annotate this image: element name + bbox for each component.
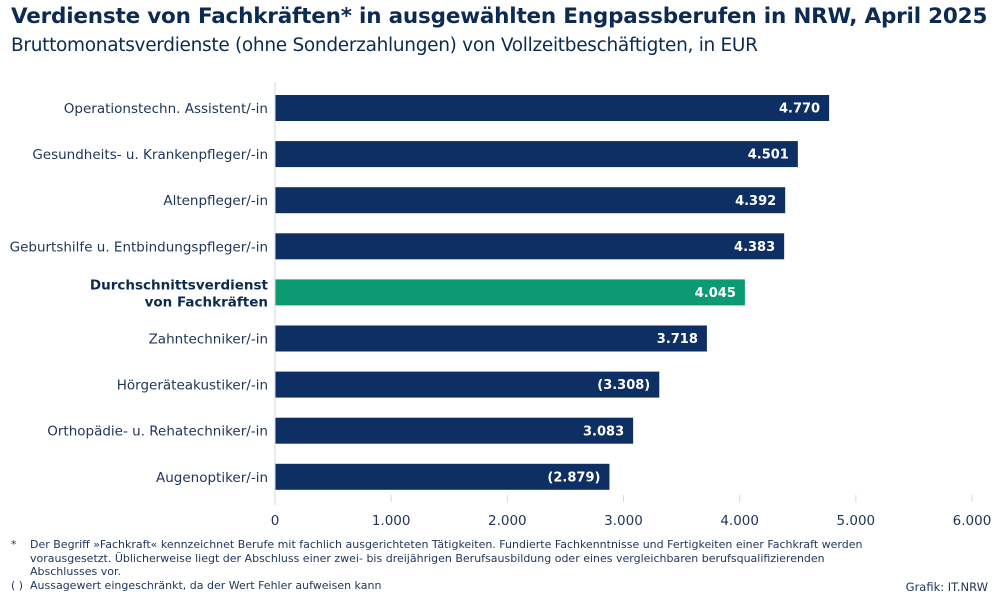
x-tick-label: 1.000 bbox=[372, 513, 411, 529]
bar-value-label: 4.770 bbox=[779, 102, 820, 117]
category-label: Durchschnittsverdienst bbox=[90, 277, 269, 293]
footnote-mark: * bbox=[11, 538, 17, 551]
x-tick-label: 3.000 bbox=[604, 513, 643, 529]
x-tick-label: 6.000 bbox=[953, 513, 992, 529]
bar-value-label: 4.383 bbox=[734, 240, 775, 255]
x-tick-label: 2.000 bbox=[488, 513, 527, 529]
footnotes: * Der Begriff »Fachkraft« kennzeichnet B… bbox=[11, 538, 996, 592]
x-tick-label: 4.000 bbox=[720, 513, 759, 529]
bar bbox=[275, 233, 785, 260]
category-label: Orthopädie- u. Rehatechniker/-in bbox=[47, 424, 268, 440]
footnote-definition: * Der Begriff »Fachkraft« kennzeichnet B… bbox=[11, 538, 996, 579]
bar-chart: 0 1.000 2.000 3.000 4.000 5.000 6.000 4.770 Oper… bbox=[10, 82, 992, 529]
category-label: Operationstechn. Assistent/-in bbox=[64, 101, 268, 117]
bar bbox=[275, 371, 660, 398]
category-label: Altenpfleger/-in bbox=[163, 193, 268, 209]
bar-value-label: (3.308) bbox=[597, 378, 650, 393]
bar-value-label: 4.045 bbox=[695, 286, 736, 301]
bar bbox=[275, 463, 610, 490]
bar-value-label: 3.718 bbox=[657, 332, 698, 347]
chart-subtitle: Bruttomonatsverdienste (ohne Sonderzahlu… bbox=[11, 35, 758, 56]
bar bbox=[275, 325, 707, 352]
category-label: von Fachkräften bbox=[145, 294, 268, 310]
category-label: Zahntechniker/-in bbox=[149, 332, 268, 348]
source-credit: Grafik: IT.NRW bbox=[905, 580, 988, 594]
category-label: Hörgeräteakustiker/-in bbox=[117, 378, 268, 394]
bar bbox=[275, 417, 634, 444]
bar bbox=[275, 141, 798, 168]
bar-value-label: (2.879) bbox=[547, 470, 600, 485]
bar bbox=[275, 187, 786, 214]
x-tick-label: 0 bbox=[271, 513, 280, 529]
bar-value-label: 4.501 bbox=[748, 148, 789, 163]
footnote-reliability: ( ) Aussagewert eingeschränkt, da der We… bbox=[11, 579, 996, 593]
bar-value-label: 4.392 bbox=[735, 194, 776, 209]
bar-value-label: 3.083 bbox=[583, 424, 624, 439]
footnote-text: Der Begriff »Fachkraft« kennzeichnet Ber… bbox=[30, 538, 863, 578]
footnote-text: Aussagewert eingeschränkt, da der Wert F… bbox=[30, 578, 382, 592]
x-tick-label: 5.000 bbox=[837, 513, 876, 529]
bar bbox=[275, 279, 745, 306]
chart-title: Verdienste von Fachkräften* in ausgewähl… bbox=[11, 4, 988, 29]
category-label: Geburtshilfe u. Entbindungspfleger/-in bbox=[10, 239, 268, 255]
bar bbox=[275, 95, 830, 121]
category-label: Gesundheits- u. Krankenpfleger/-in bbox=[32, 147, 268, 163]
category-label: Augenoptiker/-in bbox=[156, 470, 268, 486]
footnote-mark: ( ) bbox=[11, 578, 24, 592]
